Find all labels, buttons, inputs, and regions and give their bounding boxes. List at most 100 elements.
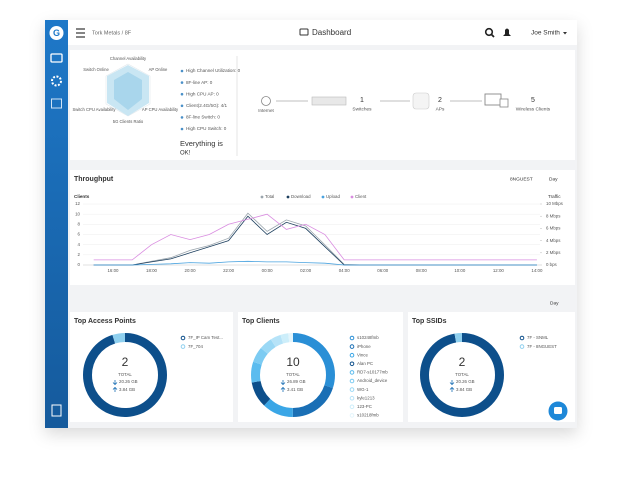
status-value: OK! [180,151,191,157]
health-item: 8F-line Switch: 0 [186,115,220,120]
legend-label: 123-PC [357,404,372,409]
donut-segment [251,333,335,417]
y-tick-label: 4 [78,242,81,247]
x-tick-label: 04:00 [339,268,351,273]
ap-icon [412,92,430,110]
node-count: 5 [531,97,535,104]
status-dot [180,104,184,108]
x-tick-label: 12:00 [493,268,505,273]
legend-swatch [519,344,525,349]
legend-swatch [349,387,355,392]
y-tick-label: 6 [78,232,81,237]
status-dot [180,81,184,84]
y2-tick-label: 0 bps [546,262,558,267]
node-count: 1 [360,97,364,104]
legend-label: WG-1 [357,387,369,392]
sidebar [45,20,68,428]
x-tick-label: 16:00 [107,268,119,273]
y-tick-label: 8 [78,221,81,226]
legend-swatch [180,335,186,341]
legend-label: Alan PC [357,361,373,366]
donut-up: 3.41 GB [287,387,303,392]
donut-segment [420,333,504,417]
radar-label: Channel Availability [110,56,147,61]
legend-swatch [349,395,355,401]
legend-swatch [260,195,264,199]
legend-label: Client [355,194,367,199]
legend-swatch [286,195,290,199]
radar-label: 5G Clients Ratio [113,119,144,124]
legend-swatch [321,195,325,199]
radar-label: Switch Online [83,67,109,72]
throughput-panel [70,170,575,285]
x-tick-label: 14:00 [531,268,543,273]
legend-label: s10218fmb [357,413,379,418]
donut-segment [83,333,167,417]
y-tick-label: 0 [78,262,81,267]
legend-label: RD7-s10177mb [357,370,388,375]
user-menu[interactable]: Joe Smith [531,30,560,37]
legend-swatch [350,195,354,199]
legend-swatch [349,361,355,367]
node-label: Switches [352,106,372,112]
down-arrow [280,380,286,386]
donut-up: 3.84 GB [456,387,472,392]
logo-mark: G [53,28,60,38]
status-dot [180,92,184,96]
donut-down: 26.89 GB [287,379,306,384]
x-tick-label: 08:00 [416,268,428,273]
legend-label: Vince [357,352,368,357]
x-tick-label: 02:00 [300,268,312,273]
period-select: Day [549,176,558,182]
nav-monitor[interactable] [50,53,63,63]
x-tick-label: 18:00 [146,268,158,273]
legend-label: Download [291,194,311,199]
ssid-select: 8NGUEST [510,176,533,182]
y-tick-label: 12 [75,201,80,206]
up-arrow [280,386,286,392]
panel-title: Top Clients [242,318,280,325]
node-label: Wireless Clients [516,106,551,112]
nav-reports[interactable] [51,98,62,109]
legend-swatch [349,404,355,410]
donut-segment [251,333,335,417]
donut-segment [251,333,335,417]
ssids-panel [408,312,575,422]
series-line [93,213,537,261]
y-tick-label: 2 [78,252,81,257]
x-tick-label: 22:00 [223,268,235,273]
search-handle [490,33,495,38]
legend-swatch [349,413,355,418]
breadcrumb[interactable]: Tork Metals / 8F [92,30,132,36]
switch-icon [311,96,347,106]
nav-settings[interactable] [51,75,62,87]
radar-inner [114,72,142,110]
menu-button[interactable] [76,28,85,38]
y2-tick-label: 2 Mbps [546,250,561,255]
legend-label: 7F_704 [188,344,203,349]
status-text: Everything is [180,139,223,148]
legend-swatch [349,352,355,358]
internet-label: Internet [258,108,274,113]
radar-label: Switch CPU Availability [73,107,117,112]
nav-building[interactable] [51,404,62,417]
status-dot [180,127,184,131]
search-button[interactable] [484,27,494,37]
logo [49,26,64,40]
legend-label: 7F_IP Cam Test... [188,335,223,340]
health-item: High CPU AP: 0 [186,91,219,96]
legend-label: kyle1213 [357,395,375,400]
y2-tick-label: 4 Mbps [546,238,561,243]
health-item: Client(2.4G/5G): 4/1 [186,103,228,108]
legend-label: s10248fmb [357,335,379,340]
panel-title: Top Access Points [74,318,136,325]
y2-axis-label: Traffic [548,194,561,199]
user-caret [563,32,567,35]
notifications-button[interactable] [503,28,511,37]
health-item: High CPU Switch: 0 [186,126,227,131]
legend-swatch [349,378,355,384]
period-select: Day [550,300,559,306]
radar-label: AP CPU Availability [142,107,179,112]
donut-up: 3.84 GB [119,387,135,392]
legend-label: iPhone [357,344,371,349]
